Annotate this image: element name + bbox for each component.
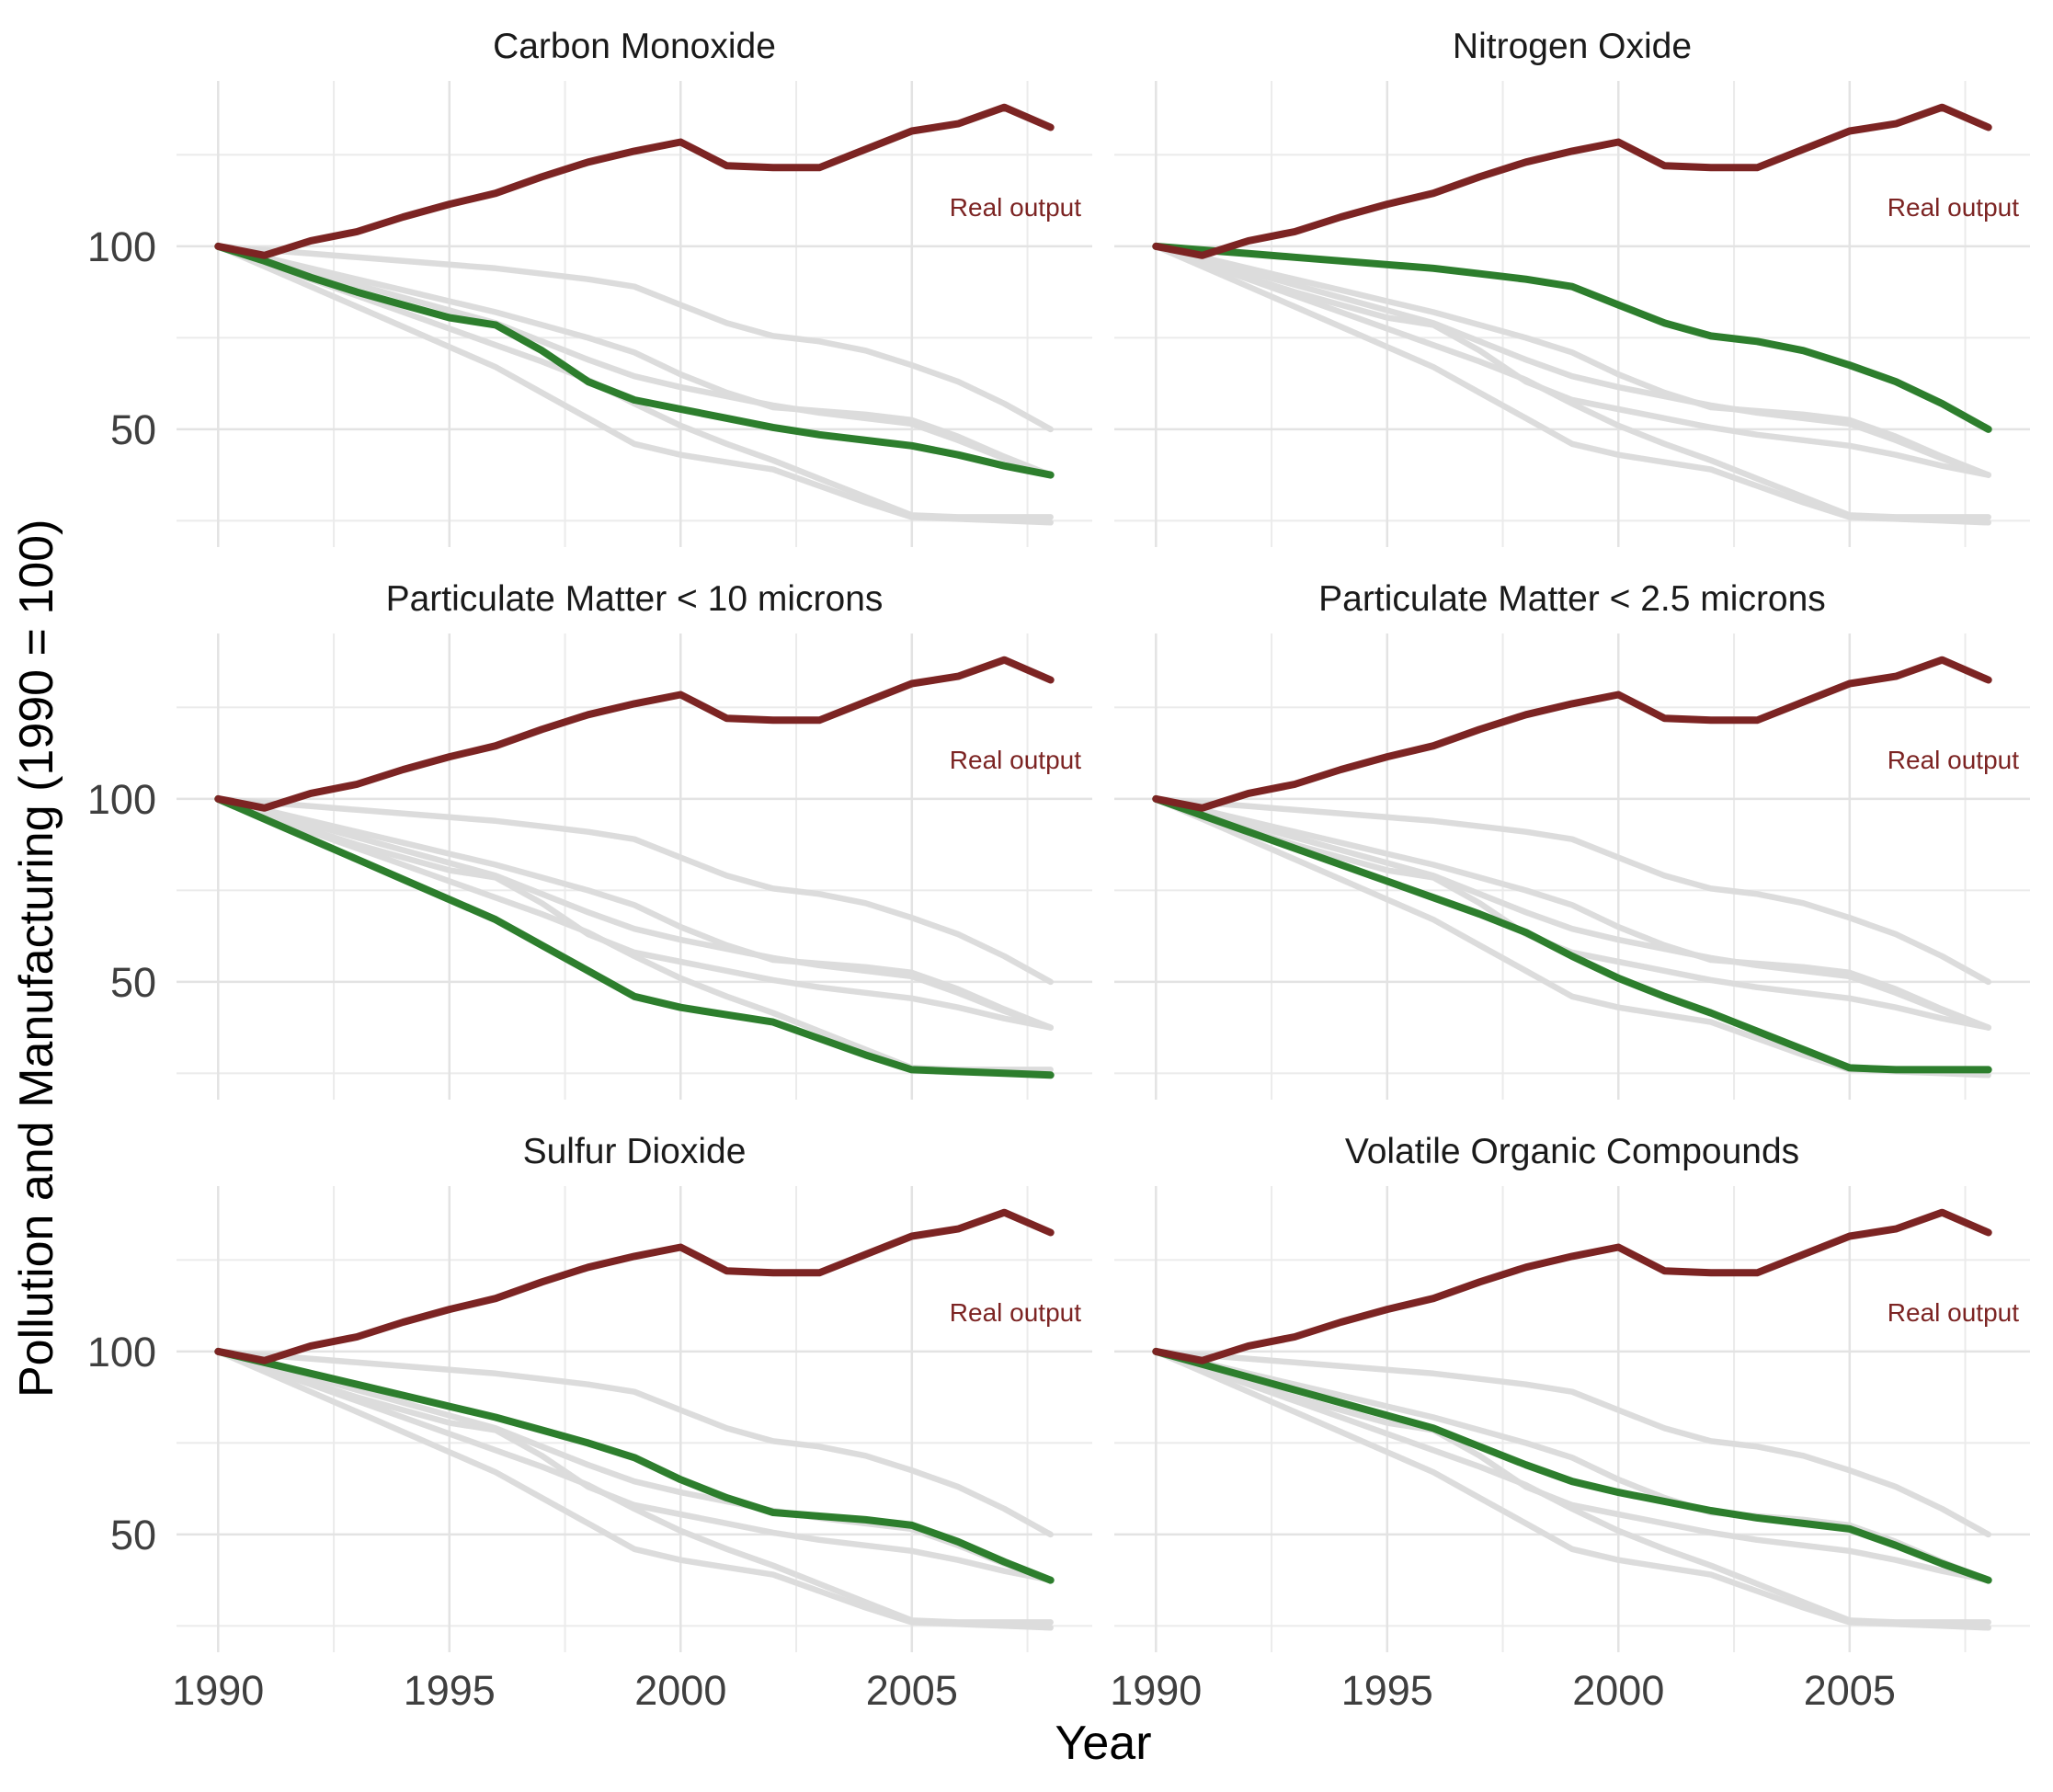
series-line-real-output [214, 656, 1055, 812]
series-line-gray-nitrogen_oxide [1153, 795, 1991, 986]
annotation-real-output: Real output [1888, 746, 2019, 774]
facet-title-nitrogen-oxide: Nitrogen Oxide [1452, 27, 1693, 66]
series-line-real-output [1152, 656, 1992, 812]
facet-title-voc: Volatile Organic Compounds [1344, 1132, 1800, 1171]
y-axis-title: Pollution and Manufacturing (1990 = 100) [10, 519, 63, 1398]
series-line-highlight-voc [1152, 1347, 1992, 1584]
y-tick-label: 100 [87, 1329, 156, 1375]
series-line-gray-sulfur_dioxide [215, 795, 1054, 1031]
x-tick-label: 1990 [1110, 1667, 1202, 1714]
x-tick-label: 2000 [634, 1667, 726, 1714]
series-line-real-output [214, 1208, 1055, 1364]
x-axis-title: Year [1055, 1717, 1152, 1770]
y-tick-label: 100 [87, 223, 156, 270]
series-line-gray-carbon_monoxide [1153, 243, 1991, 478]
series-line-gray-carbon_monoxide [215, 1348, 1054, 1583]
series-line-gray-pm25 [215, 1348, 1054, 1626]
series-line-gray-carbon_monoxide [215, 795, 1054, 1031]
y-tick-label: 50 [110, 959, 156, 1006]
annotation-real-output: Real output [1888, 193, 2019, 222]
series-line-real-output [1152, 103, 1992, 259]
y-tick-label: 50 [110, 1512, 156, 1558]
series-line-gray-pm25 [1153, 243, 1991, 520]
series-line-real-output [1152, 1208, 1992, 1364]
x-tick-label: 2000 [1572, 1667, 1664, 1714]
x-tick-label: 2005 [1804, 1667, 1896, 1714]
facet-title-pm25: Particulate Matter < 2.5 microns [1318, 579, 1826, 619]
series-line-gray-nitrogen_oxide [215, 795, 1054, 986]
series-line-gray-nitrogen_oxide [215, 1348, 1054, 1538]
x-tick-label: 2005 [866, 1667, 958, 1714]
series-line-gray-nitrogen_oxide [1153, 1348, 1991, 1538]
series-line-highlight-carbon_monoxide [214, 242, 1055, 479]
series-line-gray-sulfur_dioxide [215, 243, 1054, 478]
y-tick-label: 100 [87, 776, 156, 823]
series-line-gray-sulfur_dioxide [1153, 243, 1991, 478]
annotation-real-output: Real output [1888, 1298, 2019, 1327]
series-line-gray-carbon_monoxide [1153, 1348, 1991, 1583]
facet-title-carbon-monoxide: Carbon Monoxide [493, 27, 776, 66]
annotation-real-output: Real output [950, 1298, 1081, 1327]
series-line-highlight-sulfur_dioxide [214, 1347, 1055, 1584]
series-line-gray-pm25 [1153, 1348, 1991, 1626]
series-line-gray-voc [1153, 795, 1991, 1031]
x-tick-label: 1995 [1341, 1667, 1433, 1714]
facet-title-pm10: Particulate Matter < 10 microns [385, 579, 884, 619]
series-line-highlight-pm10 [214, 794, 1055, 1079]
annotation-real-output: Real output [950, 746, 1081, 774]
y-tick-label: 50 [110, 406, 156, 453]
series-line-highlight-nitrogen_oxide [1152, 242, 1992, 433]
x-tick-label: 1995 [404, 1667, 496, 1714]
series-line-highlight-pm25 [1152, 794, 1992, 1074]
series-line-gray-nitrogen_oxide [215, 243, 1054, 433]
series-line-gray-voc [215, 243, 1054, 478]
series-line-gray-sulfur_dioxide [1153, 795, 1991, 1031]
facet-title-sulfur-dioxide: Sulfur Dioxide [522, 1132, 747, 1171]
series-line-gray-voc [1153, 243, 1991, 478]
series-line-gray-voc [215, 795, 1054, 1031]
series-line-real-output [214, 103, 1055, 259]
x-tick-label: 1990 [172, 1667, 264, 1714]
annotation-real-output: Real output [950, 193, 1081, 222]
